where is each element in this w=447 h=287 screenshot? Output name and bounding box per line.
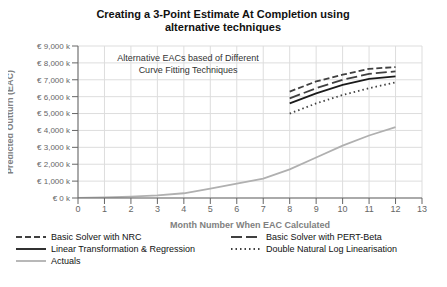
svg-text:7: 7 xyxy=(261,204,266,214)
svg-text:13: 13 xyxy=(417,204,427,214)
svg-text:€ 2,000 k: € 2,000 k xyxy=(37,160,71,169)
svg-text:Month Number When EAC Calculat: Month Number When EAC Calculated xyxy=(170,220,330,228)
svg-text:9: 9 xyxy=(314,204,319,214)
svg-text:12: 12 xyxy=(391,204,401,214)
html-text:Creating a 3-Point Estimate At: Creating a 3-Point Estimate At Completio… xyxy=(96,8,350,20)
svg-text:2: 2 xyxy=(128,204,133,214)
svg-text:3: 3 xyxy=(155,204,160,214)
svg-text:4: 4 xyxy=(181,204,186,214)
svg-text:€ 8,000 k: € 8,000 k xyxy=(37,59,71,68)
svg-text:11: 11 xyxy=(364,204,373,214)
svg-text:5: 5 xyxy=(208,204,213,214)
html-text:Alternative EACs based of Diff: Alternative EACs based of Different xyxy=(117,53,259,63)
html-text:Basic Solver with PERT-Beta: Basic Solver with PERT-Beta xyxy=(266,232,382,242)
svg-text:€ 4,000 k: € 4,000 k xyxy=(37,126,71,135)
svg-text:0: 0 xyxy=(75,204,80,214)
html-text:Curve Fitting Techniques: Curve Fitting Techniques xyxy=(138,65,238,75)
svg-text:8: 8 xyxy=(287,204,292,214)
svg-text:€ 1,000 k: € 1,000 k xyxy=(37,177,71,186)
svg-text:€ 9,000 k: € 9,000 k xyxy=(37,42,71,51)
html-text:alternative techniques: alternative techniques xyxy=(164,21,282,33)
html-text:Double Natural Log Linearisati: Double Natural Log Linearisation xyxy=(266,244,398,254)
html-text:Actuals: Actuals xyxy=(51,256,81,266)
html-text:Basic Solver with NRC: Basic Solver with NRC xyxy=(51,232,142,242)
svg-text:€ 7,000 k: € 7,000 k xyxy=(37,76,71,85)
svg-text:Predicted Outturn (EAC): Predicted Outturn (EAC) xyxy=(8,70,15,174)
svg-text:10: 10 xyxy=(338,204,348,214)
svg-text:€ 6,000 k: € 6,000 k xyxy=(37,93,71,102)
html-text:Linear Transformation & Regres: Linear Transformation & Regression xyxy=(51,244,196,254)
svg-text:€ 5,000 k: € 5,000 k xyxy=(37,109,71,118)
svg-text:1: 1 xyxy=(102,204,107,214)
svg-text:€ 3,000 k: € 3,000 k xyxy=(37,143,71,152)
svg-text:€ 0 k: € 0 k xyxy=(53,194,71,203)
svg-text:6: 6 xyxy=(234,204,239,214)
